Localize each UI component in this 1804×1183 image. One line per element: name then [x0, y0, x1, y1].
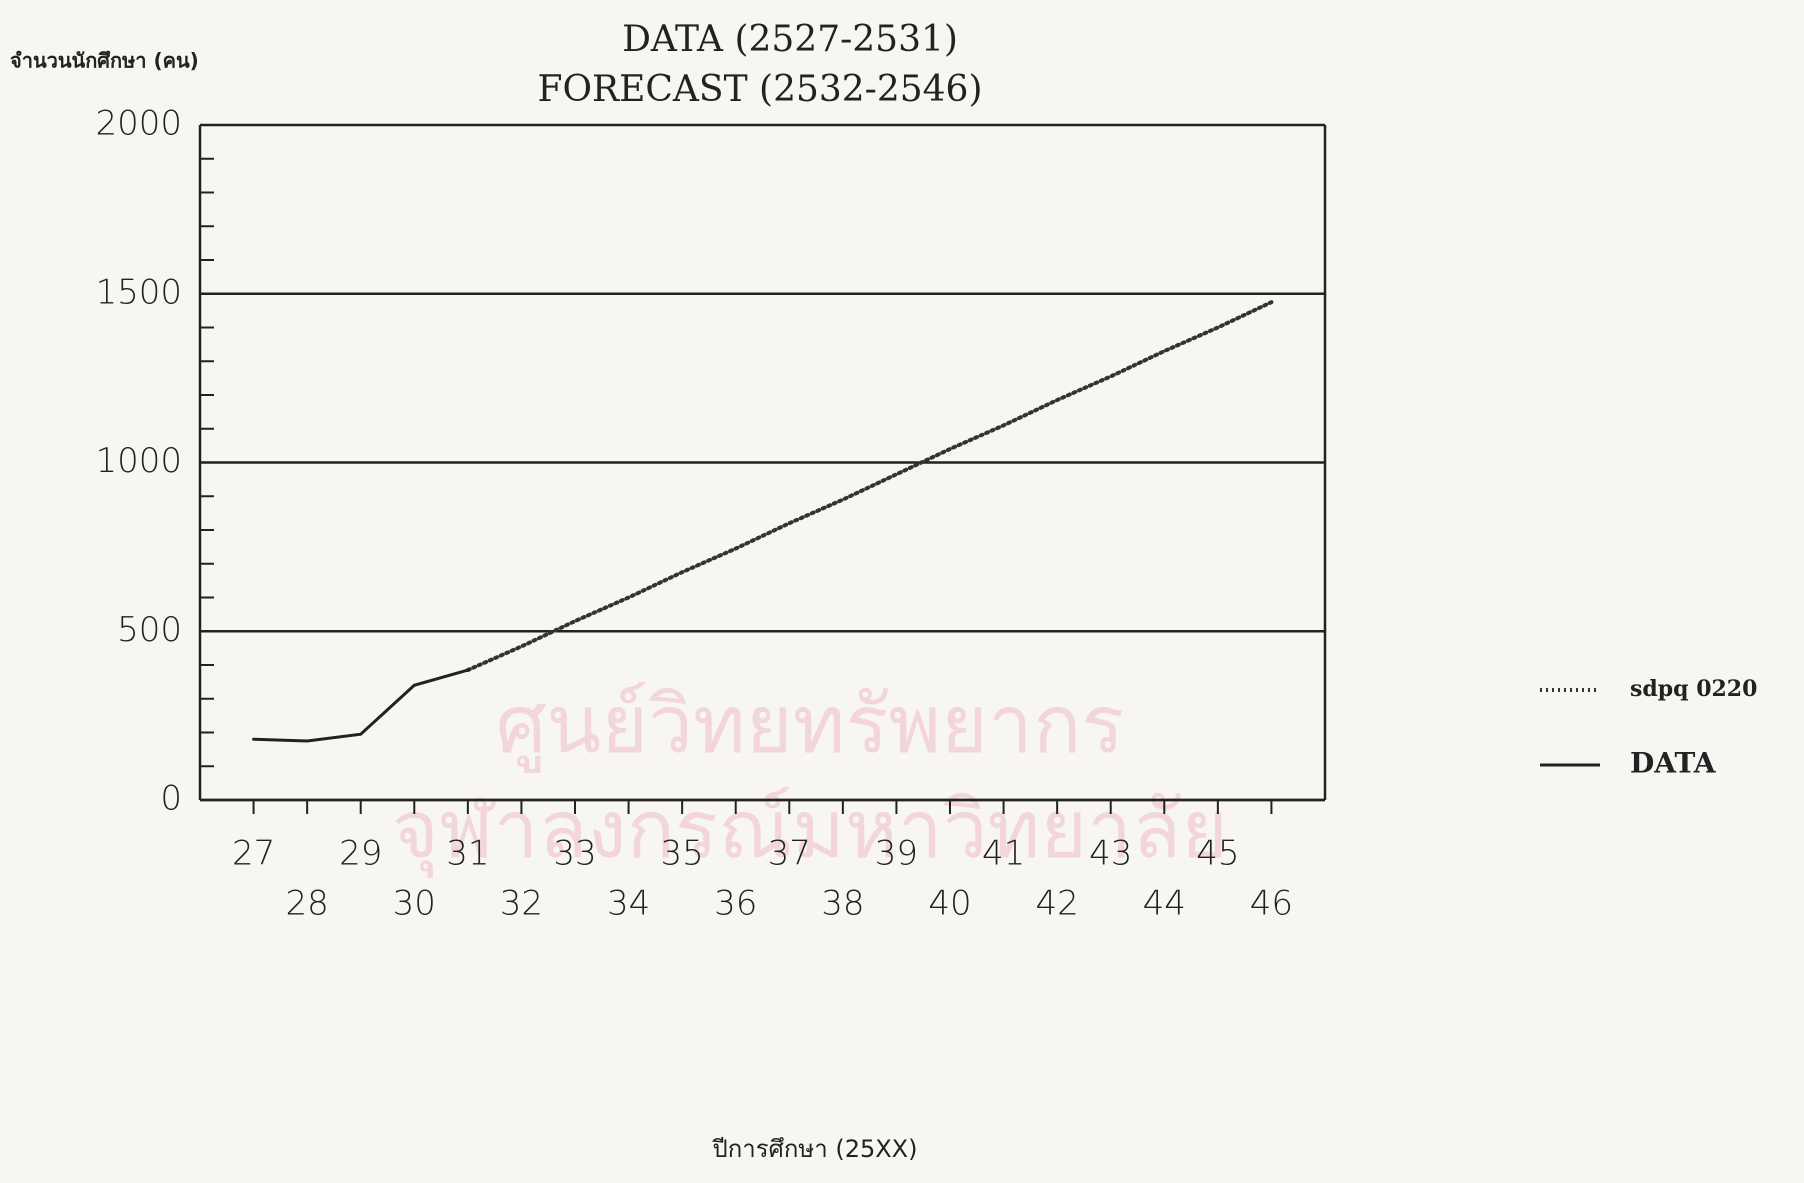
y-tick-label: 0 [160, 779, 182, 819]
x-tick-label: 44 [1143, 884, 1186, 924]
y-axis-label: จำนวนนักศึกษา (คน) [10, 49, 199, 73]
x-tick-label: 41 [982, 834, 1025, 874]
x-tick-label: 37 [768, 834, 811, 874]
y-tick-label: 500 [117, 610, 182, 650]
x-tick-label: 42 [1036, 884, 1079, 924]
chart-subtitle: FORECAST (2532-2546) [537, 69, 982, 110]
x-axis-label: ปีการศึกษา (25XX) [711, 1135, 917, 1163]
x-tick-label: 28 [286, 884, 329, 924]
x-tick-label: 43 [1089, 834, 1132, 874]
x-tick-label: 31 [446, 834, 489, 874]
x-tick-label: 36 [714, 884, 757, 924]
x-tick-label: 29 [339, 834, 382, 874]
series-line [252, 668, 470, 743]
x-tick-label: 32 [500, 884, 543, 924]
x-tick-label: 46 [1250, 884, 1293, 924]
watermark: ศูนย์วิทยทรัพยากร [496, 678, 1125, 773]
x-tick-label: 34 [607, 884, 650, 924]
chart-title: DATA (2527-2531) [622, 19, 958, 60]
series-line [465, 300, 1274, 673]
legend-label: DATA [1630, 747, 1717, 780]
x-tick-label: 39 [875, 834, 918, 874]
y-tick-label: 2000 [95, 104, 182, 144]
y-tick-label: 1500 [95, 272, 182, 312]
legend-label: sdpq 0220 [1630, 676, 1757, 702]
x-tick-label: 30 [393, 884, 436, 924]
x-tick-label: 40 [928, 884, 971, 924]
x-tick-label: 35 [661, 834, 704, 874]
x-tick-label: 45 [1196, 834, 1239, 874]
x-tick-label: 38 [821, 884, 864, 924]
y-tick-label: 1000 [95, 441, 182, 481]
x-tick-label: 33 [553, 834, 596, 874]
x-tick-label: 27 [232, 834, 275, 874]
